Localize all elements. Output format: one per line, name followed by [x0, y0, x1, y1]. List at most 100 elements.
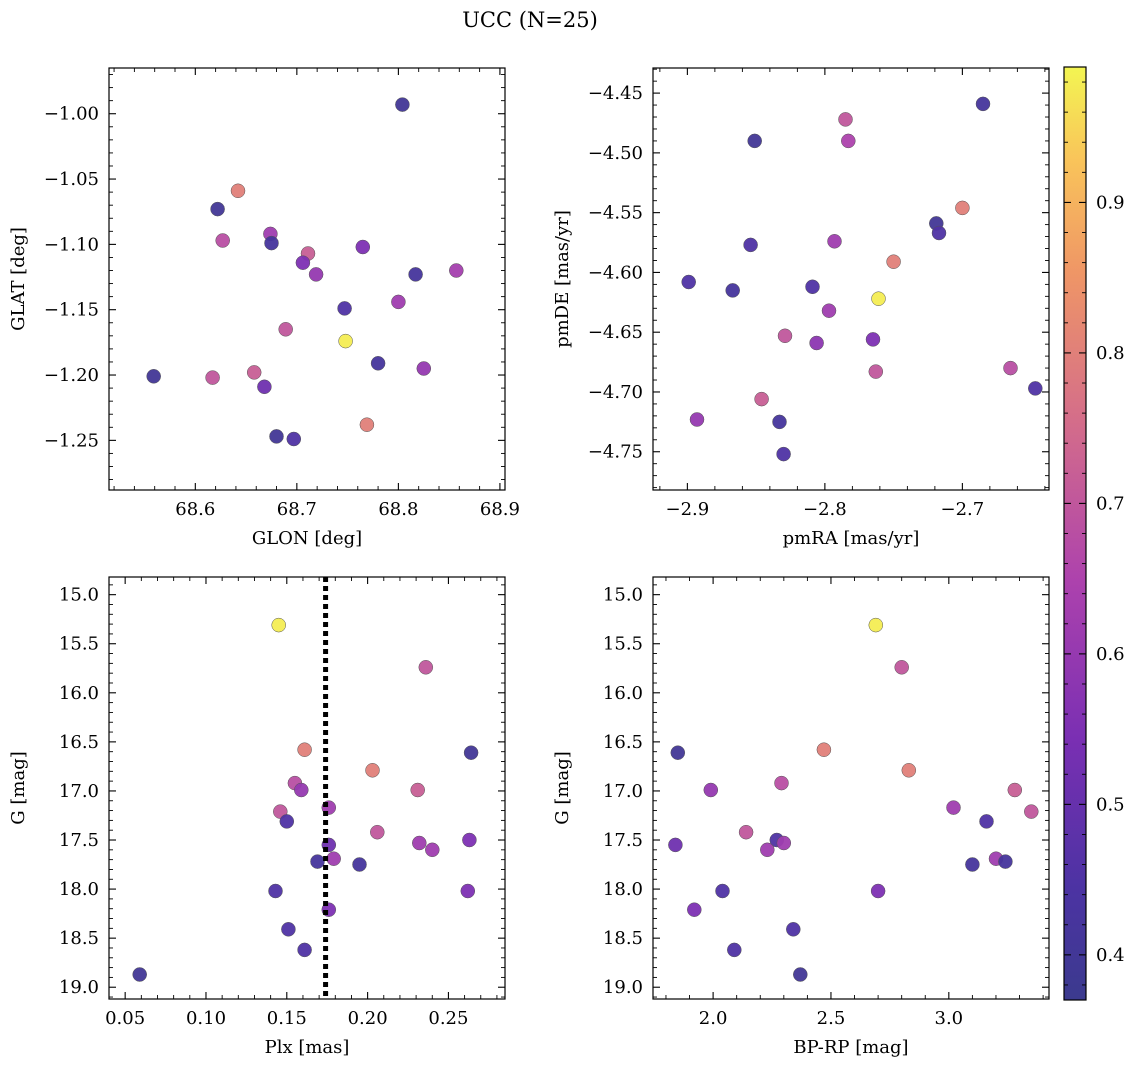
axes-frame [108, 67, 506, 491]
ticks: 68.6 68.7 68.8 68.9 −1.25 −1.20 −1.15 −1.10 −1.0… [44, 68, 520, 520]
data-point [355, 239, 371, 255]
y-tick-label: 16.5 [59, 732, 99, 753]
data-point [449, 263, 464, 278]
data-point [278, 322, 293, 337]
y-tick-label: 16.5 [603, 732, 643, 753]
y-tick-label: 17.0 [603, 781, 643, 802]
data-point [868, 364, 884, 379]
data-point [462, 832, 477, 848]
data-point [359, 417, 375, 432]
x-tick-label: 2.0 [699, 1008, 728, 1029]
y-tick-label: 19.0 [603, 977, 643, 998]
data-point [725, 283, 740, 298]
data-point [246, 365, 262, 380]
data-point [1024, 804, 1039, 819]
y-tick-label: −4.45 [588, 83, 643, 104]
x-axis-label: pmRA [mas/yr] [783, 528, 920, 549]
x-tick-label: −2.9 [666, 499, 710, 520]
y-tick-label: −4.55 [588, 203, 643, 224]
figure-title: UCC (N=25) [462, 8, 598, 32]
colorbar-tick-label: 0.4 [1096, 945, 1125, 966]
data-point [727, 942, 742, 958]
y-tick-label: −1.15 [44, 300, 99, 321]
data-point [786, 922, 801, 937]
data-point [931, 225, 947, 241]
data-point [410, 782, 425, 798]
x-tick-label: 0.10 [186, 1008, 226, 1029]
colorbar-tick-label: 0.6 [1096, 644, 1125, 665]
data-point [257, 379, 272, 395]
pmra-pmde-panel: −2.9 −2.8 −2.7 −4.75 −4.70 −4.65 −4.60 −4.55 −4.… [552, 67, 1050, 549]
glon-glat-panel: 68.6 68.7 68.8 68.9 −1.25 −1.20 −1.15 −1.10 −1.0… [8, 67, 520, 549]
y-axis-label: G [mag] [552, 751, 573, 824]
data-point [425, 842, 440, 858]
data-point [1003, 360, 1018, 376]
y-tick-label: 17.5 [603, 830, 643, 851]
y-tick-label: 15.5 [603, 634, 643, 655]
y-axis-label: GLAT [deg] [8, 227, 29, 331]
x-axis-label: GLON [deg] [252, 528, 362, 549]
data-point [281, 922, 296, 937]
data-point [395, 97, 410, 112]
data-point [777, 328, 793, 344]
data-point [776, 835, 792, 851]
data-point [463, 745, 479, 760]
data-point [998, 854, 1013, 869]
data-point [827, 234, 842, 249]
x-tick-label: 2.5 [817, 1008, 846, 1029]
data-point [215, 233, 230, 248]
data-point [416, 361, 432, 376]
data-point [754, 391, 769, 407]
y-tick-label: 15.0 [59, 585, 99, 606]
data-point [738, 824, 754, 840]
data-point [865, 332, 881, 347]
scatter-points [146, 97, 464, 447]
data-point [670, 745, 686, 760]
data-point [816, 742, 832, 757]
data-point [264, 235, 279, 251]
ticks: −2.9 −2.8 −2.7 −4.75 −4.70 −4.65 −4.60 −4.55 −4.… [588, 68, 1049, 520]
x-tick-label: 0.05 [105, 1008, 145, 1029]
data-point [743, 237, 758, 253]
bprp-g-panel: 2.0 2.5 3.0 15.0 15.5 16.0 16.5 17.0 17.5 18.0 18.… [552, 576, 1050, 1058]
colorbar-tick-label: 0.8 [1096, 343, 1125, 364]
colorbar-tick-label: 0.9 [1096, 192, 1125, 213]
y-tick-label: −1.00 [44, 104, 99, 125]
ticks: 2.0 2.5 3.0 15.0 15.5 16.0 16.5 17.0 17.5 18.0 18.… [603, 577, 1049, 1029]
axes-frame [652, 576, 1050, 1000]
x-tick-label: 68.9 [480, 499, 520, 520]
data-point [809, 335, 824, 351]
data-point [418, 660, 434, 675]
x-tick-label: 68.8 [378, 499, 418, 520]
data-point [146, 369, 161, 384]
y-tick-label: 18.0 [603, 879, 643, 900]
y-tick-label: −4.70 [588, 382, 643, 403]
y-tick-label: −4.65 [588, 322, 643, 343]
x-tick-label: −2.8 [803, 499, 847, 520]
x-axis-label: Plx [mas] [265, 1037, 350, 1058]
data-point [294, 782, 309, 798]
data-point [337, 301, 352, 316]
data-point [391, 294, 406, 310]
data-point [1007, 782, 1023, 798]
y-tick-label: −1.25 [44, 430, 99, 451]
data-point [946, 800, 961, 815]
colorbar-tick-label: 0.5 [1096, 794, 1125, 815]
y-tick-label: 17.5 [59, 830, 99, 851]
data-point [279, 814, 295, 829]
data-point [460, 883, 476, 899]
data-point [230, 183, 246, 199]
y-tick-label: 18.5 [603, 928, 643, 949]
data-point [886, 254, 901, 269]
colorbar-tick-label: 0.7 [1096, 493, 1125, 514]
axes-frame [108, 576, 506, 1000]
data-point [295, 255, 311, 270]
data-point [271, 617, 286, 633]
y-tick-label: −1.10 [44, 234, 99, 255]
y-tick-label: 15.5 [59, 634, 99, 655]
data-point [901, 763, 917, 778]
y-tick-label: −4.60 [588, 262, 643, 283]
data-point [365, 763, 380, 778]
data-point [668, 837, 683, 853]
data-point [687, 902, 702, 917]
